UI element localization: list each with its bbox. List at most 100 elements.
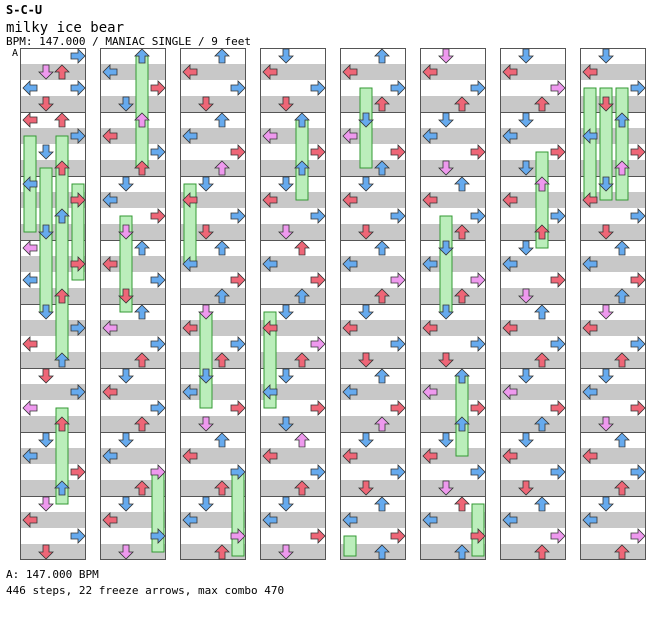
down-arrow-icon xyxy=(198,416,214,432)
left-arrow-icon xyxy=(262,192,278,208)
freeze-bar xyxy=(55,407,69,505)
down-arrow-icon xyxy=(438,48,454,64)
left-arrow-icon xyxy=(22,512,38,528)
left-arrow-icon xyxy=(582,192,598,208)
right-arrow-icon xyxy=(150,80,166,96)
left-arrow-icon xyxy=(502,320,518,336)
up-arrow-icon xyxy=(454,496,470,512)
left-arrow-icon xyxy=(502,384,518,400)
down-arrow-icon xyxy=(38,304,54,320)
up-arrow-icon xyxy=(214,432,230,448)
left-arrow-icon xyxy=(262,512,278,528)
right-arrow-icon xyxy=(70,256,86,272)
down-arrow-icon xyxy=(198,176,214,192)
right-arrow-icon xyxy=(630,272,646,288)
up-arrow-icon xyxy=(214,352,230,368)
up-arrow-icon xyxy=(454,544,470,560)
bpm-footer: A: 147.000 BPM xyxy=(6,568,99,581)
left-arrow-icon xyxy=(502,256,518,272)
right-arrow-icon xyxy=(470,208,486,224)
freeze-bar xyxy=(439,215,453,313)
right-arrow-icon xyxy=(230,208,246,224)
left-arrow-icon xyxy=(102,128,118,144)
right-arrow-icon xyxy=(230,144,246,160)
up-arrow-icon xyxy=(454,416,470,432)
freeze-bar xyxy=(263,311,277,409)
left-arrow-icon xyxy=(262,128,278,144)
up-arrow-icon xyxy=(374,96,390,112)
right-arrow-icon xyxy=(550,400,566,416)
up-arrow-icon xyxy=(294,352,310,368)
down-arrow-icon xyxy=(438,240,454,256)
down-arrow-icon xyxy=(518,240,534,256)
artist-name: S-C-U xyxy=(6,3,43,17)
right-arrow-icon xyxy=(310,80,326,96)
left-arrow-icon xyxy=(502,448,518,464)
right-arrow-icon xyxy=(150,208,166,224)
right-arrow-icon xyxy=(630,464,646,480)
up-arrow-icon xyxy=(614,240,630,256)
right-arrow-icon xyxy=(310,464,326,480)
right-arrow-icon xyxy=(390,400,406,416)
down-arrow-icon xyxy=(358,480,374,496)
down-arrow-icon xyxy=(358,176,374,192)
left-arrow-icon xyxy=(502,128,518,144)
down-arrow-icon xyxy=(118,96,134,112)
down-arrow-icon xyxy=(278,544,294,560)
left-arrow-icon xyxy=(182,384,198,400)
freeze-bar xyxy=(71,183,85,281)
down-arrow-icon xyxy=(358,224,374,240)
freeze-bar xyxy=(119,215,133,313)
left-arrow-icon xyxy=(342,192,358,208)
down-arrow-icon xyxy=(598,416,614,432)
left-arrow-icon xyxy=(422,256,438,272)
freeze-bar xyxy=(39,167,53,313)
up-arrow-icon xyxy=(294,288,310,304)
left-arrow-icon xyxy=(182,448,198,464)
left-arrow-icon xyxy=(502,512,518,528)
up-arrow-icon xyxy=(614,544,630,560)
left-arrow-icon xyxy=(102,384,118,400)
up-arrow-icon xyxy=(614,160,630,176)
down-arrow-icon xyxy=(198,224,214,240)
right-arrow-icon xyxy=(390,336,406,352)
down-arrow-icon xyxy=(278,48,294,64)
up-arrow-icon xyxy=(54,352,70,368)
freeze-bar xyxy=(199,311,213,409)
left-arrow-icon xyxy=(342,448,358,464)
up-arrow-icon xyxy=(54,480,70,496)
up-arrow-icon xyxy=(534,176,550,192)
left-arrow-icon xyxy=(102,512,118,528)
right-arrow-icon xyxy=(630,400,646,416)
chart-column xyxy=(340,48,406,560)
left-arrow-icon xyxy=(422,320,438,336)
right-arrow-icon xyxy=(550,144,566,160)
down-arrow-icon xyxy=(198,96,214,112)
up-arrow-icon xyxy=(374,368,390,384)
left-arrow-icon xyxy=(582,448,598,464)
up-arrow-icon xyxy=(214,160,230,176)
up-arrow-icon xyxy=(214,240,230,256)
down-arrow-icon xyxy=(438,432,454,448)
up-arrow-icon xyxy=(614,352,630,368)
down-arrow-icon xyxy=(278,176,294,192)
left-arrow-icon xyxy=(102,448,118,464)
down-arrow-icon xyxy=(38,432,54,448)
left-arrow-icon xyxy=(342,320,358,336)
right-arrow-icon xyxy=(70,528,86,544)
right-arrow-icon xyxy=(390,528,406,544)
right-arrow-icon xyxy=(630,208,646,224)
right-arrow-icon xyxy=(470,400,486,416)
right-arrow-icon xyxy=(630,528,646,544)
down-arrow-icon xyxy=(198,304,214,320)
right-arrow-icon xyxy=(630,336,646,352)
up-arrow-icon xyxy=(294,432,310,448)
down-arrow-icon xyxy=(198,496,214,512)
up-arrow-icon xyxy=(534,352,550,368)
down-arrow-icon xyxy=(438,304,454,320)
freeze-bar xyxy=(455,375,469,457)
down-arrow-icon xyxy=(518,480,534,496)
left-arrow-icon xyxy=(342,256,358,272)
up-arrow-icon xyxy=(214,480,230,496)
